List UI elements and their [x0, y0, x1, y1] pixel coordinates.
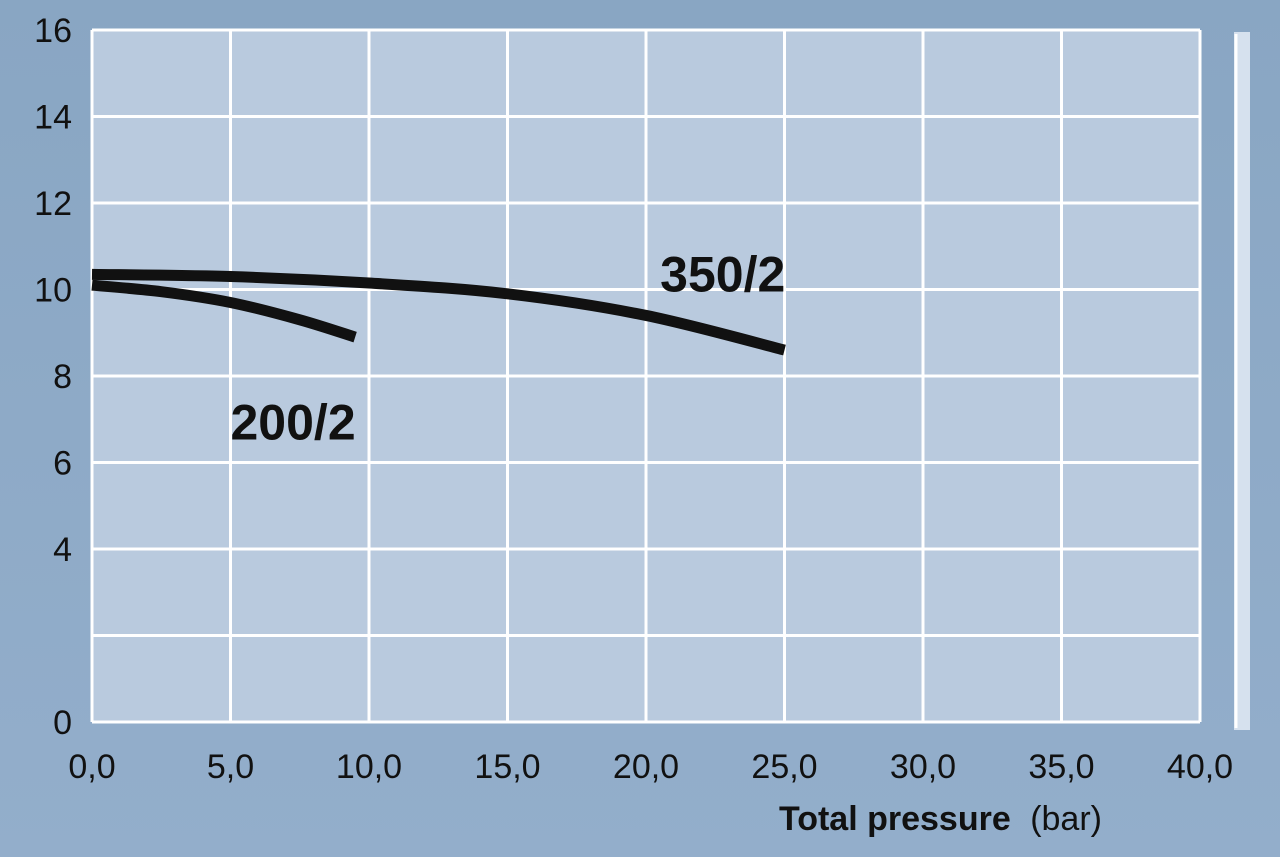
right-scale-strip — [1234, 32, 1250, 730]
x-axis-title: Total pressure (bar) — [779, 800, 1102, 838]
series-label-350-2: 350/2 — [660, 247, 785, 303]
x-tick-label: 35,0 — [1028, 748, 1094, 786]
series-label-200-2: 200/2 — [231, 394, 356, 450]
grid — [90, 28, 1202, 724]
y-tick-label: 0 — [53, 704, 72, 742]
series-line-350-2 — [91, 268, 786, 356]
x-axis-title-text: Total pressure — [779, 800, 1011, 838]
y-tick-label: 14 — [34, 99, 72, 137]
y-axis-ticks: 0 4 6 8 10 12 14 16 — [34, 12, 72, 742]
x-tick-label: 30,0 — [890, 748, 956, 786]
series-line-200-2 — [91, 279, 357, 343]
y-tick-label: 10 — [34, 272, 72, 310]
series-layer — [91, 268, 786, 356]
x-tick-label: 10,0 — [336, 748, 402, 786]
x-tick-label: 15,0 — [474, 748, 540, 786]
y-tick-label: 8 — [53, 358, 72, 396]
x-tick-label: 5,0 — [207, 748, 254, 786]
x-tick-label: 25,0 — [751, 748, 817, 786]
y-tick-label: 16 — [34, 12, 72, 50]
y-tick-label: 4 — [53, 531, 72, 569]
series-labels: 350/2 200/2 — [231, 247, 786, 451]
x-axis-title-unit: (bar) — [1030, 800, 1102, 838]
y-tick-label: 6 — [53, 445, 72, 483]
y-tick-label: 12 — [34, 185, 72, 223]
x-tick-label: 0,0 — [68, 748, 115, 786]
neighbor-panel-edge — [1234, 32, 1250, 730]
x-tick-label: 40,0 — [1167, 748, 1233, 786]
x-tick-label: 20,0 — [613, 748, 679, 786]
x-axis-ticks: 0,0 5,0 10,0 15,0 20,0 25,0 30,0 35,0 40,0 — [68, 748, 1233, 786]
